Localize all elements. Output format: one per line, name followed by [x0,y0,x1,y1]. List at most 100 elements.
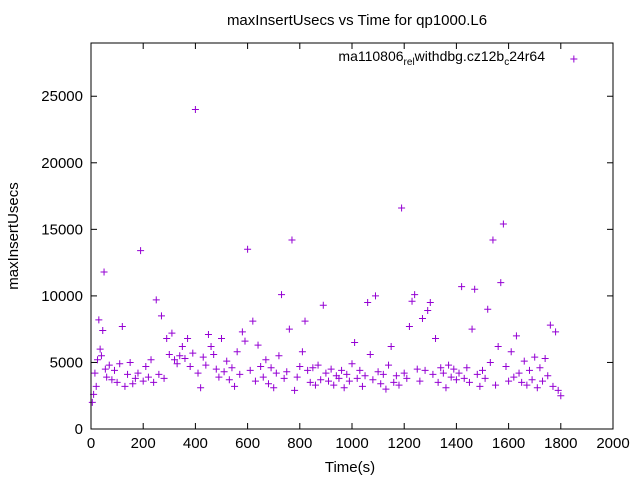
data-point-marker [408,297,416,305]
x-tick-label: 1000 [335,435,368,452]
data-point-marker [520,357,528,365]
data-point-marker [421,366,429,374]
data-point-marker [157,312,165,320]
data-point-marker [100,268,108,276]
data-point-marker [171,356,179,364]
data-point-marker [486,358,494,366]
data-point-marker [348,360,356,368]
data-point-marker [439,369,447,377]
data-point-marker [105,361,113,369]
data-point-marker [489,236,497,244]
data-point-marker [479,366,486,374]
data-point-marker [293,373,301,381]
data-point-marker [335,374,343,382]
data-point-marker [343,370,351,378]
data-point-marker [165,350,173,358]
data-point-marker [413,365,421,373]
data-point-marker [285,325,293,333]
data-point-marker [437,364,445,372]
data-point-marker [515,369,523,377]
data-point-marker [528,376,536,384]
data-point-marker [228,364,236,372]
x-tick-label: 600 [235,435,260,452]
data-point-marker [387,342,395,350]
data-point-marker [275,352,283,360]
data-point-marker [450,365,458,373]
data-point-marker [236,370,244,378]
data-point-marker [314,361,322,369]
data-point-marker [353,374,361,382]
data-point-marker [429,370,437,378]
y-axis-ticks: 0 5000 10000 15000 20000 25000 [41,88,613,438]
data-point-marker [150,378,158,386]
data-point-marker [306,378,314,386]
data-point-marker [267,364,275,372]
data-point-marker [455,369,463,377]
data-point-marker [311,381,319,389]
data-point-marker [403,374,411,382]
data-point-marker [144,373,152,381]
data-point-marker [155,370,163,378]
data-point-marker [476,382,484,390]
data-point-marker [358,382,366,390]
y-tick-label: 25000 [41,88,83,105]
x-tick-label: 1800 [544,435,577,452]
data-point-marker [512,332,520,340]
data-point-marker [264,380,272,388]
data-point-marker [254,341,262,349]
data-point-marker [131,374,139,382]
data-point-marker [173,360,181,368]
data-point-marker [103,373,111,381]
data-point-marker [533,384,541,392]
data-point-marker [424,307,432,315]
x-axis-ticks: 0 200 400 600 800 1000 1200 1400 1600 1800 2000 [87,43,630,452]
legend-label-part: 24r64 [509,48,545,64]
data-point-marker [369,376,377,384]
data-point-marker [94,356,102,364]
data-point-marker [259,373,267,381]
x-tick-label: 400 [183,435,208,452]
data-point-marker [338,366,346,374]
data-point-marker [418,315,426,323]
data-point-marker [523,381,531,389]
data-point-marker [536,364,544,372]
y-tick-label: 0 [75,421,83,438]
data-point-marker [345,377,353,385]
data-point-marker [405,323,413,331]
data-point-marker [99,327,107,335]
data-point-marker [262,356,270,364]
data-point-marker [546,321,554,329]
data-point-marker [392,372,400,380]
data-point-marker [434,378,442,386]
data-point-marker [505,377,513,385]
data-point-marker [492,381,500,389]
legend-label-subscript: c [504,57,509,68]
data-point-marker [458,283,466,291]
data-point-marker [531,353,539,361]
data-point-marker [351,338,359,346]
data-point-marker [147,356,155,364]
data-point-marker [554,386,562,394]
data-point-marker [398,204,406,212]
data-point-marker [340,384,348,392]
data-point-marker [241,337,249,345]
data-point-marker [497,279,505,287]
data-point-marker [463,364,471,372]
data-point-marker [445,361,453,369]
data-point-marker [327,365,335,373]
data-point-marker [379,370,387,378]
data-point-marker [518,378,526,386]
data-point-marker [499,220,507,228]
data-point-marker [223,357,231,365]
x-tick-label: 800 [287,435,312,452]
data-point-marker [382,385,390,393]
data-point-marker [465,378,473,386]
data-point-marker [110,366,118,374]
data-point-marker [322,369,330,377]
y-tick-label: 20000 [41,155,83,172]
data-point-marker [364,299,372,307]
data-point-marker [319,301,327,309]
data-point-marker [191,106,199,114]
data-point-marker [168,329,176,337]
legend-label-part: withdbg.cz12b [414,48,505,64]
